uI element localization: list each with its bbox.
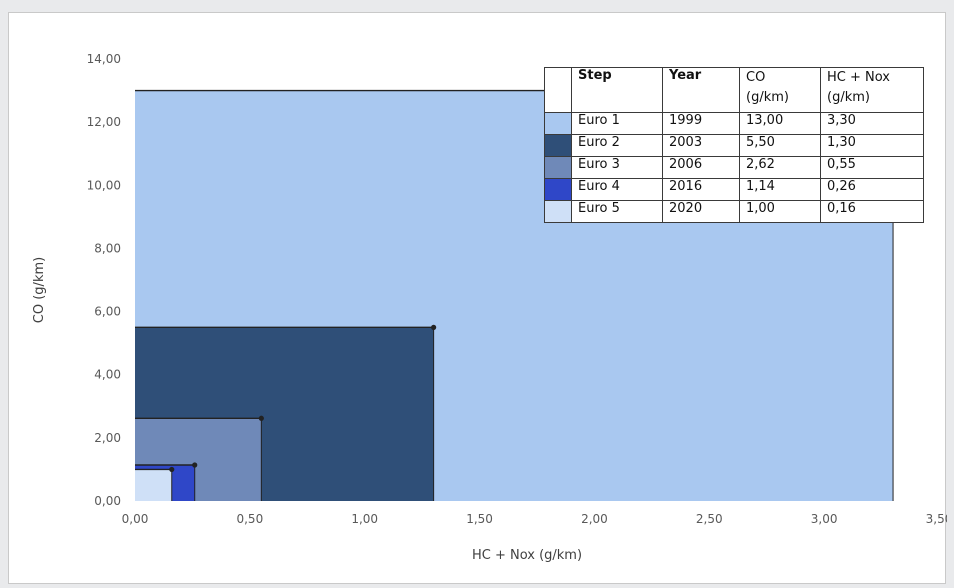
x-tick-label: 2,00 — [581, 512, 608, 526]
legend-swatch — [544, 156, 572, 179]
legend-hc-nox: 1,30 — [820, 134, 924, 157]
point-euro3 — [258, 415, 264, 421]
legend-step: Euro 4 — [571, 178, 663, 201]
header-year: Year — [662, 67, 740, 113]
y-tick-label: 6,00 — [94, 305, 121, 319]
legend-year: 2003 — [662, 134, 740, 157]
y-tick-label: 4,00 — [94, 368, 121, 382]
x-tick-label: 2,50 — [696, 512, 723, 526]
x-tick-label: 0,00 — [122, 512, 149, 526]
x-tick-label: 1,50 — [466, 512, 493, 526]
legend-swatch — [544, 112, 572, 135]
y-tick-label: 14,00 — [87, 52, 121, 66]
legend-co: 13,00 — [739, 112, 821, 135]
legend-year: 2006 — [662, 156, 740, 179]
point-euro5 — [169, 466, 175, 473]
legend-step: Euro 3 — [571, 156, 663, 179]
y-tick-label: 0,00 — [94, 494, 121, 508]
point-euro4 — [192, 462, 198, 468]
x-tick-label: 3,50 — [926, 512, 947, 526]
legend-header-row: Step Year CO (g/km) HC + Nox (g/km) — [544, 67, 924, 113]
legend-step: Euro 1 — [571, 112, 663, 135]
y-tick-label: 2,00 — [94, 431, 121, 445]
legend-co: 1,00 — [739, 200, 821, 223]
legend-year: 2020 — [662, 200, 740, 223]
x-tick-label: 3,00 — [811, 512, 838, 526]
header-hc-nox: HC + Nox (g/km) — [820, 67, 924, 113]
legend-step: Euro 5 — [571, 200, 663, 223]
y-tick-label: 8,00 — [94, 241, 121, 255]
legend-row-euro4: Euro 4 2016 1,14 0,26 — [544, 178, 924, 201]
area-euro5 — [135, 469, 172, 501]
header-co: CO (g/km) — [739, 67, 821, 113]
legend-co: 1,14 — [739, 178, 821, 201]
legend-hc-nox: 0,26 — [820, 178, 924, 201]
legend-hc-nox: 3,30 — [820, 112, 924, 135]
legend-co: 2,62 — [739, 156, 821, 179]
legend-swatch — [544, 200, 572, 223]
y-tick-label: 10,00 — [87, 178, 121, 192]
x-axis-title: HC + Nox (g/km) — [472, 548, 582, 563]
point-euro2 — [431, 324, 437, 330]
legend-year: 1999 — [662, 112, 740, 135]
legend-table: Step Year CO (g/km) HC + Nox (g/km) Euro… — [544, 67, 924, 223]
legend-row-euro1: Euro 1 1999 13,00 3,30 — [544, 112, 924, 135]
y-axis-title: CO (g/km) — [32, 257, 47, 323]
legend-hc-nox: 0,55 — [820, 156, 924, 179]
header-step: Step — [571, 67, 663, 113]
x-tick-label: 1,00 — [351, 512, 378, 526]
legend-year: 2016 — [662, 178, 740, 201]
header-co-label: CO (g/km) — [746, 70, 789, 105]
legend-row-euro2: Euro 2 2003 5,50 1,30 — [544, 134, 924, 157]
legend-co: 5,50 — [739, 134, 821, 157]
legend-swatch — [544, 178, 572, 201]
legend-header-swatch — [544, 67, 572, 113]
legend-swatch — [544, 134, 572, 157]
legend-row-euro5: Euro 5 2020 1,00 0,16 — [544, 200, 924, 223]
legend-row-euro3: Euro 3 2006 2,62 0,55 — [544, 156, 924, 179]
y-tick-label: 12,00 — [87, 115, 121, 129]
chart-frame: 0,00 2,00 4,00 6,00 8,00 10,00 12,00 14,00 0,00 0… — [8, 12, 947, 584]
header-hc-nox-label: HC + Nox (g/km) — [827, 70, 890, 105]
legend-hc-nox: 0,16 — [820, 200, 924, 223]
x-tick-label: 0,50 — [236, 512, 263, 526]
legend-step: Euro 2 — [571, 134, 663, 157]
